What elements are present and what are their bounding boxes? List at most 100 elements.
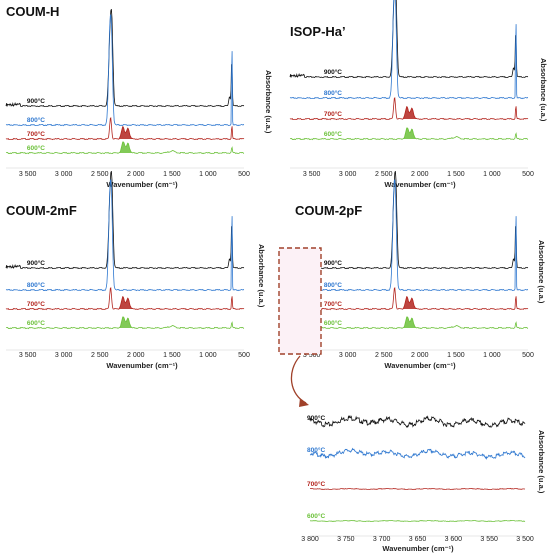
series-line-800 [5,179,245,292]
x-tick-label: 3 650 [409,536,427,543]
x-tick-label: 2 500 [375,171,393,178]
series-line-600 [289,316,529,330]
series-label-900: 900°C [27,259,45,267]
series-label-600: 600°C [307,512,325,520]
x-tick-label: 3 500 [303,352,321,359]
series-label-900: 900°C [307,414,325,422]
series-line-700 [309,487,526,491]
series-label-600: 600°C [27,144,45,152]
series-label-700: 700°C [324,300,342,308]
x-tick-label: 3 600 [445,536,463,543]
series-line-800 [5,14,245,127]
y-axis-label: Absorbance (u.a.) [539,58,548,122]
panel-zoom: 900°C 800°C 700°C 600°C 3 800 3 750 3 700 3 65… [301,414,546,553]
x-axis-label: Wavenumber (cm⁻¹) [384,361,456,370]
x-tick-label: 3 500 [516,536,534,543]
plot-area: 900°C 800°C 700°C 600°C [307,414,526,523]
x-tick-label: 3 500 [19,171,37,178]
plot-area: 900°C 800°C 700°C 600°C [5,171,245,330]
plot-area: 900°C 800°C 700°C 600°C [289,0,529,141]
series-label-600: 600°C [324,130,342,138]
series-label-600: 600°C [324,319,342,327]
series-fill-700 [401,297,417,309]
x-tick-label: 3 000 [339,352,357,359]
panel-isop-ha: ISOP-Ha’ 900°C 800°C 700°C 600°C 3 500 3 000… [289,0,548,189]
y-axis-label: Absorbance (u.a.) [537,240,546,304]
x-axis: 3 800 3 750 3 700 3 650 3 600 3 550 3 500 [301,535,534,543]
x-tick-label: 3 500 [303,171,321,178]
x-tick-label: 500 [522,352,534,359]
series-line-600 [289,127,529,141]
series-label-600: 600°C [27,319,45,327]
series-label-700: 700°C [27,130,45,138]
zoom-callout [278,247,322,407]
series-label-800: 800°C [324,281,342,289]
x-tick-label: 2 000 [411,171,429,178]
x-tick-label: 2 000 [127,171,145,178]
x-tick-label: 3 000 [55,352,73,359]
x-tick-label: 1 000 [199,171,217,178]
series-label-900: 900°C [324,68,342,76]
series-line-900 [309,415,526,428]
series-line-700 [5,117,245,141]
series-line-600 [5,141,245,155]
series-line-800 [309,447,526,460]
x-axis: 3 500 3 000 2 500 2 000 1 500 1 000 500 [6,167,250,178]
series-line-900 [5,9,245,108]
panel-coum-2pf: COUM-2pF 900°C 800°C 700°C 600°C 3 500 3 000… [289,171,546,370]
panel-title: COUM-H [6,4,59,19]
x-tick-label: 500 [522,171,534,178]
series-line-700 [5,287,245,311]
zoom-arrow-head [299,398,309,407]
series-fill-700 [117,127,133,139]
x-tick-label: 3 000 [55,171,73,178]
series-label-800: 800°C [27,116,45,124]
x-tick-label: 1 500 [447,352,465,359]
x-axis: 3 500 3 000 2 500 2 000 1 500 1 000 500 [6,349,250,359]
panel-title: ISOP-Ha’ [290,24,346,39]
series-line-900 [289,171,529,270]
y-axis-label: Absorbance (u.a.) [537,430,546,494]
series-label-900: 900°C [324,259,342,267]
series-label-800: 800°C [324,89,342,97]
x-axis-label: Wavenumber (cm⁻¹) [106,361,178,370]
x-axis-label: Wavenumber (cm⁻¹) [382,544,454,553]
series-label-900: 900°C [27,97,45,105]
x-tick-label: 1 000 [483,171,501,178]
series-fill-600 [401,128,417,139]
x-axis: 3 500 3 000 2 500 2 000 1 500 1 000 500 [290,349,534,359]
series-line-600 [309,519,526,523]
series-line-800 [289,0,529,100]
x-tick-label: 500 [238,352,250,359]
series-label-700: 700°C [27,300,45,308]
series-label-800: 800°C [27,281,45,289]
x-tick-label: 2 500 [375,352,393,359]
series-label-700: 700°C [307,480,325,488]
series-line-700 [289,97,529,121]
series-fill-600 [117,317,133,328]
series-line-600 [5,316,245,330]
y-axis-label: Absorbance (u.a.) [264,70,273,134]
series-line-900 [289,0,529,79]
x-axis-label: Wavenumber (cm⁻¹) [384,180,456,189]
x-tick-label: 3 550 [480,536,498,543]
x-tick-label: 3 700 [373,536,391,543]
plot-area: 900°C 800°C 700°C 600°C [5,9,245,155]
panel-coum-2mf: COUM-2mF 900°C 800°C 700°C 600°C 3 500 3 000… [5,171,266,370]
x-axis: 3 500 3 000 2 500 2 000 1 500 1 000 500 [290,167,534,178]
x-tick-label: 1 500 [447,171,465,178]
x-tick-label: 2 500 [91,171,109,178]
x-tick-label: 3 800 [301,536,319,543]
x-axis-label: Wavenumber (cm⁻¹) [106,180,178,189]
series-line-700 [289,287,529,311]
zoom-region-box [278,247,322,355]
series-fill-600 [117,142,133,153]
x-tick-label: 2 500 [91,352,109,359]
x-tick-label: 3 750 [337,536,355,543]
series-fill-600 [401,317,417,328]
x-tick-label: 500 [238,171,250,178]
y-axis-label: Absorbance (u.a.) [257,244,266,308]
series-fill-700 [117,297,133,309]
panel-title: COUM-2mF [6,203,77,218]
